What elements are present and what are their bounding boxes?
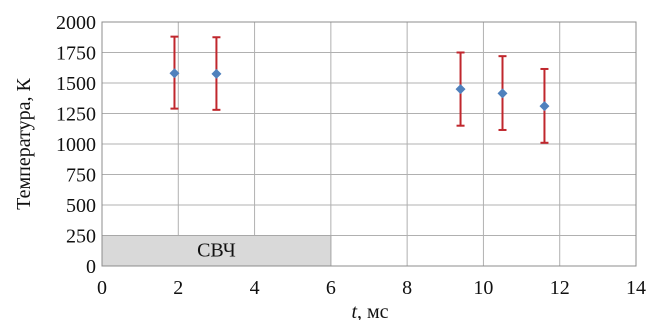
x-tick-label: 6: [326, 277, 336, 299]
y-tick-label: 1250: [56, 104, 96, 126]
y-tick-label: 1500: [56, 73, 96, 95]
x-tick-label: 14: [626, 277, 646, 299]
y-tick-label: 0: [86, 256, 96, 278]
grid-lines: [101, 21, 637, 267]
x-tick-label: 10: [473, 277, 493, 299]
data-point-marker: [539, 101, 550, 112]
plot-frame: [101, 21, 637, 267]
svch-region-label: СВЧ: [197, 240, 236, 262]
x-tick-label: 2: [173, 277, 183, 299]
plot-border: [101, 21, 637, 267]
x-tick-label: 8: [402, 277, 412, 299]
x-axis-title-unit: , мс: [357, 301, 389, 320]
x-tick-label: 12: [550, 277, 570, 299]
y-axis-title: Температура, К: [13, 78, 35, 210]
data-point-marker: [497, 88, 508, 99]
y-tick-label: 250: [66, 226, 96, 248]
y-tick-label: 500: [66, 195, 96, 217]
data-point-marker: [169, 68, 180, 79]
y-tick-label: 750: [66, 165, 96, 187]
x-tick-labels: 0 2 4 6 8 10 12 14: [97, 277, 646, 299]
x-tick-label: 0: [97, 277, 107, 299]
x-axis-title: t, мс: [351, 301, 388, 320]
data-point-marker: [211, 68, 222, 79]
y-tick-labels: 0 250 500 750 1000 1250 1500 1750 2000: [56, 12, 96, 278]
x-axis-title-italic: t: [351, 301, 357, 320]
y-tick-label: 2000: [56, 12, 96, 34]
data-points: [169, 68, 550, 112]
x-tick-label: 4: [250, 277, 260, 299]
y-tick-label: 1750: [56, 43, 96, 65]
data-point-marker: [455, 84, 466, 95]
svch-region: СВЧ: [101, 235, 332, 267]
y-tick-label: 1000: [56, 134, 96, 156]
